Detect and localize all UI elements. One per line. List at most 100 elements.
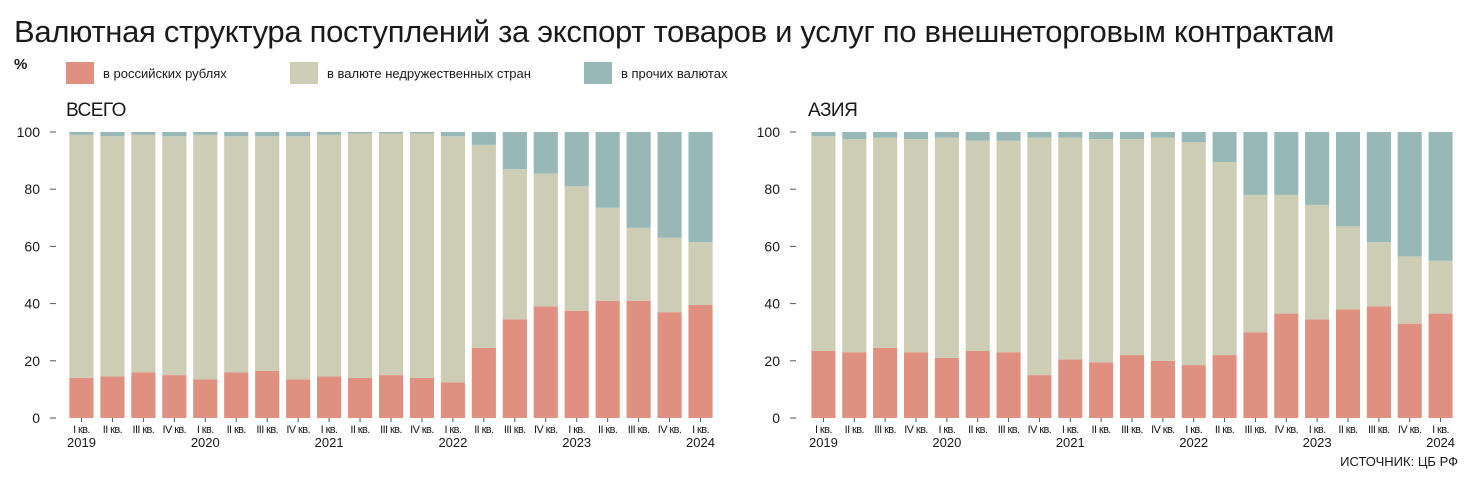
x-category-label: I кв. bbox=[197, 424, 214, 436]
y-tick-label: 20 bbox=[24, 353, 40, 369]
x-category-label: III кв. bbox=[998, 424, 1020, 436]
bar-segment-rub bbox=[69, 377, 94, 418]
bar-segment-other bbox=[131, 132, 156, 135]
bar-segment-rub bbox=[162, 375, 187, 418]
bar-segment-unfriendly bbox=[1335, 226, 1361, 310]
bar-segment-other bbox=[224, 132, 249, 137]
bar-segment-other bbox=[1335, 132, 1361, 227]
bar-segment-unfriendly bbox=[502, 169, 527, 320]
bar-segment-rub bbox=[471, 347, 496, 418]
chart-title: Валютная структура поступлений за экспор… bbox=[14, 14, 1335, 49]
bar-segment-other bbox=[193, 132, 218, 135]
bar-segment-other bbox=[564, 132, 589, 187]
x-category-label: I кв. bbox=[692, 424, 709, 436]
bar-segment-rub bbox=[440, 382, 465, 418]
bar-segment-unfriendly bbox=[286, 136, 311, 380]
bar-segment-unfriendly bbox=[1119, 139, 1145, 356]
x-year-label: 2023 bbox=[1303, 435, 1332, 450]
bar-segment-rub bbox=[903, 352, 929, 418]
bar-segment-unfriendly bbox=[131, 134, 156, 373]
bar-segment-other bbox=[842, 132, 867, 140]
y-tick-label: 100 bbox=[757, 124, 781, 140]
bar-segment-unfriendly bbox=[842, 139, 867, 353]
bar-segment-unfriendly bbox=[595, 207, 620, 301]
bar-segment-rub bbox=[286, 379, 311, 418]
bar-segment-unfriendly bbox=[1366, 242, 1391, 307]
y-tick-label: 0 bbox=[772, 410, 780, 426]
bar-segment-other bbox=[688, 132, 713, 243]
bar-segment-rub bbox=[131, 372, 156, 418]
bar-segment-unfriendly bbox=[347, 133, 373, 378]
bar-segment-unfriendly bbox=[1274, 194, 1299, 314]
y-tick-label: 40 bbox=[764, 296, 780, 312]
bar-segment-other bbox=[162, 132, 187, 137]
y-tick-label: 80 bbox=[24, 181, 40, 197]
x-year-label: 2020 bbox=[191, 435, 220, 450]
bar-segment-rub bbox=[100, 376, 125, 418]
x-category-label: III кв. bbox=[504, 424, 526, 436]
x-category-label: IV кв. bbox=[410, 424, 434, 436]
legend-item-other: в прочих валютах bbox=[584, 62, 727, 84]
bar-segment-unfriendly bbox=[626, 227, 651, 301]
x-year-label: 2023 bbox=[562, 435, 591, 450]
x-category-label: III кв. bbox=[874, 424, 896, 436]
x-category-label: I кв. bbox=[1309, 424, 1326, 436]
x-category-label: IV кв. bbox=[534, 424, 558, 436]
bar-segment-other bbox=[100, 132, 125, 137]
bar-segment-other bbox=[996, 132, 1021, 141]
bar-segment-rub bbox=[965, 350, 990, 418]
legend-swatch-rub bbox=[66, 62, 94, 84]
legend-swatch-unfriendly bbox=[290, 62, 318, 84]
bar-segment-rub bbox=[1181, 365, 1206, 418]
bar-segment-other bbox=[1089, 132, 1114, 140]
legend-item-rub: в российских рублях bbox=[66, 62, 227, 84]
x-category-label: I кв. bbox=[1185, 424, 1202, 436]
bar-segment-other bbox=[934, 132, 959, 138]
bar-segment-unfriendly bbox=[996, 140, 1021, 353]
bar-segment-other bbox=[1397, 132, 1422, 257]
x-category-label: IV кв. bbox=[1028, 424, 1052, 436]
bar-segment-unfriendly bbox=[1058, 137, 1083, 360]
bar-segment-unfriendly bbox=[1305, 204, 1330, 320]
x-category-label: I кв. bbox=[568, 424, 585, 436]
x-year-label: 2024 bbox=[1426, 435, 1455, 450]
x-category-label: III кв. bbox=[256, 424, 278, 436]
bar-segment-rub bbox=[378, 375, 404, 418]
bar-segment-other bbox=[1366, 132, 1391, 243]
x-category-label: I кв. bbox=[815, 424, 832, 436]
bar-segment-other bbox=[903, 132, 929, 140]
bar-segment-unfriendly bbox=[409, 133, 435, 378]
bar-segment-other bbox=[1305, 132, 1330, 205]
bar-segment-other bbox=[471, 132, 496, 145]
bar-segment-rub bbox=[1428, 313, 1453, 418]
panel-title-asia: АЗИЯ bbox=[808, 100, 858, 121]
bar-segment-unfriendly bbox=[1089, 139, 1114, 363]
bar-segment-rub bbox=[1243, 332, 1268, 418]
bar-segment-other bbox=[1274, 132, 1299, 195]
x-year-label: 2022 bbox=[1179, 435, 1208, 450]
x-year-label: 2021 bbox=[315, 435, 344, 450]
bar-segment-rub bbox=[502, 319, 527, 418]
chart-asia: 0 20 40 60 80 100 I кв. II кв. III кв. IV кв. I кв… bbox=[757, 124, 1455, 450]
x-category-label: I кв. bbox=[73, 424, 90, 436]
x-category-label: IV кв. bbox=[904, 424, 928, 436]
bar-segment-other bbox=[286, 132, 311, 137]
bar-segment-unfriendly bbox=[162, 136, 187, 376]
bar-segment-rub bbox=[595, 300, 620, 418]
bar-segment-rub bbox=[1089, 362, 1114, 418]
x-category-label: III кв. bbox=[1368, 424, 1390, 436]
bar-segment-other bbox=[440, 132, 465, 137]
bar-segment-unfriendly bbox=[564, 186, 589, 311]
bar-segment-other bbox=[657, 132, 682, 238]
bar-segment-other bbox=[502, 132, 527, 170]
bar-segment-rub bbox=[347, 377, 373, 418]
bar-segment-unfriendly bbox=[193, 134, 218, 380]
source-note: ИСТОЧНИК: ЦБ РФ bbox=[1340, 454, 1458, 469]
bar-segment-other bbox=[1119, 132, 1145, 140]
bar-segment-rub bbox=[1397, 323, 1422, 418]
bar-segment-other bbox=[1181, 132, 1206, 143]
bar-segment-rub bbox=[533, 306, 558, 418]
x-year-label: 2024 bbox=[686, 435, 715, 450]
bar-segment-unfriendly bbox=[688, 242, 713, 306]
y-tick-label: 20 bbox=[764, 353, 780, 369]
